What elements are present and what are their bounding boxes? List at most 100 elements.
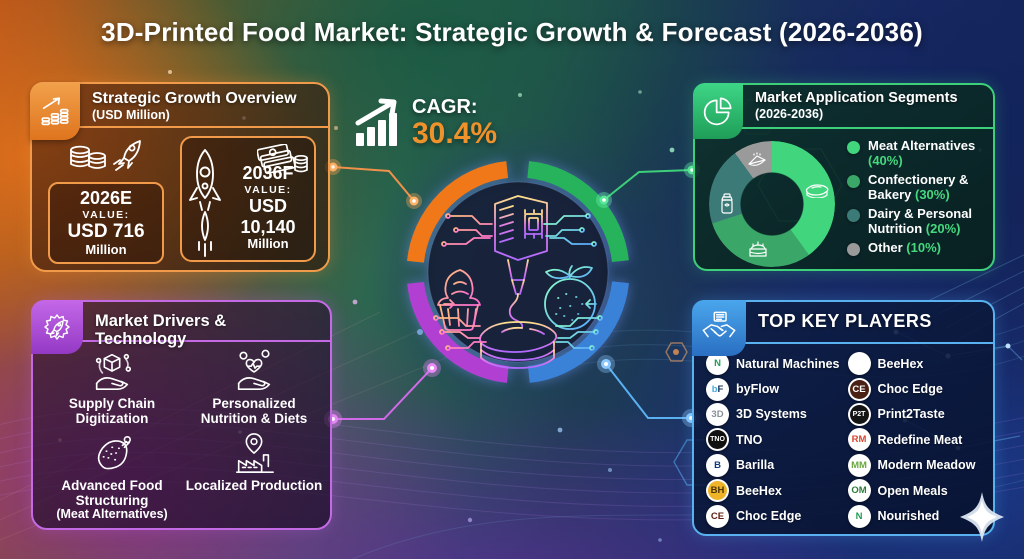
panel-header: Market Drivers & Technology (30, 299, 330, 354)
factory-pin-icon (231, 432, 277, 476)
company-logo-badge: MM (847, 453, 871, 477)
player-row: CE Choc Edge (847, 376, 990, 401)
player-row: BeeHex (847, 351, 990, 376)
player-row: P2T Print2Taste (847, 402, 990, 427)
company-name: Modern Meadow (877, 458, 976, 473)
driver-sublabel: (Meat Alternatives) (56, 507, 168, 522)
printhead-chip-icon (494, 195, 548, 329)
player-row: RM Redefine Meat (847, 427, 990, 452)
gear-rocket-icon (30, 299, 83, 354)
handshake-icon (691, 299, 746, 356)
legend-label: Other (868, 240, 903, 256)
driver-item: Supply Chain Digitization (41, 348, 183, 426)
strategic-growth-panel: Strategic Growth Overview (USD Million) … (29, 81, 330, 272)
coins-growth-icon (29, 81, 80, 140)
company-name: Nourished (877, 509, 940, 524)
company-name: BeeHex (736, 483, 782, 498)
driver-label: Localized Production (185, 478, 323, 494)
company-name: 3D Systems (736, 407, 807, 422)
panel-title: Market Application Segments (755, 90, 958, 106)
legend-item: Meat Alternatives (40%) (847, 138, 996, 168)
legend-pct: (10%) (906, 240, 941, 256)
legend-pct: (20%) (925, 220, 961, 236)
card-unit: Million (247, 236, 289, 252)
company-logo-badge: N (847, 504, 871, 528)
player-row: OM Open Meals (847, 478, 990, 503)
cagr-callout: CAGR: 30.4% (352, 97, 497, 149)
card-unit: Million (85, 241, 127, 257)
panel-body: Meat Alternatives (40%) Confectionery & … (695, 129, 993, 267)
bee-icon (849, 354, 869, 374)
banknotes-icon (257, 144, 309, 176)
company-name: Barilla (736, 458, 775, 473)
page-title: 3D-Printed Food Market: Strategic Growth… (101, 17, 923, 47)
pie-slice-icon (747, 152, 767, 168)
panel-header: Strategic Growth Overview (USD Million) (29, 81, 328, 140)
legend-pct: (30%) (915, 186, 950, 202)
orange-fruit-icon (544, 265, 596, 330)
card-value: USD 716 (67, 220, 145, 242)
circuit-traces-icon (433, 213, 493, 351)
company-name: Choc Edge (736, 509, 802, 524)
value-card-2026: 2026E VALUE: USD 716 Million (48, 182, 164, 265)
legend-label: Confectionery & Bakery (868, 172, 969, 202)
center-ring-graphic (406, 160, 630, 384)
company-logo-badge: OM (847, 479, 871, 503)
player-row: TNO TNO (706, 427, 848, 452)
chart-legend: Meat Alternatives (40%) Confectionery & … (847, 138, 996, 267)
legend-pct: (40%) (868, 152, 903, 168)
legend-item: Dairy & Personal Nutrition (20%) (847, 207, 996, 236)
legend-item: Other (10%) (847, 240, 996, 257)
steak-icon (479, 321, 558, 369)
company-name: Natural Machines (736, 356, 840, 371)
players-column-right: BeeHex CE Choc Edge P2T Print2Taste RM Redefin… (847, 351, 990, 529)
player-row: N Nourished (847, 503, 990, 528)
panel-subtitle: (USD Million) (92, 107, 170, 122)
company-logo-badge: N (706, 352, 729, 376)
panel-body: N Natural Machines b F byFlow 3D 3D Systems TNO… (694, 344, 993, 529)
cake-icon (747, 239, 769, 259)
shaker-bottle-icon (719, 193, 735, 215)
legend-label: Meat Alternatives (868, 138, 976, 153)
hand-box-icon (89, 348, 135, 394)
driver-label: Personalized Nutrition & Diets (200, 396, 308, 427)
market-segments-panel: Market Application Segments (2026-2036) (692, 82, 995, 271)
steak-icon (804, 182, 830, 199)
player-row: 3D 3D Systems (706, 402, 848, 427)
pie-chart-icon (692, 82, 743, 139)
company-logo-badge: RM (847, 428, 871, 452)
company-name: TNO (736, 432, 763, 447)
company-logo-badge: CE (706, 504, 729, 528)
legend-item: Confectionery & Bakery (30%) (847, 172, 996, 202)
company-name: BeeHex (877, 356, 924, 371)
donut-ring (709, 141, 835, 267)
company-logo-badge: P2T (847, 402, 871, 426)
driver-item: Localized Production (183, 432, 325, 522)
coins-rocket-icon (66, 136, 146, 178)
driver-label: Supply Chain Digitization (68, 396, 156, 427)
bar-chart-arrow-icon (352, 97, 404, 147)
circuit-traces-icon (543, 213, 603, 351)
legend-label: Dairy & Personal Nutrition (868, 206, 973, 236)
panel-title: Strategic Growth Overview (92, 90, 297, 107)
legend-dot (847, 175, 860, 189)
panel-header: Market Application Segments (2026-2036) (692, 82, 993, 139)
company-logo-badge: 3D (706, 402, 729, 426)
card-value-label: VALUE: (82, 208, 130, 221)
legend-dot (847, 243, 860, 257)
top-key-players-panel: TOP KEY PLAYERS N Natural Machines b F byFlo… (691, 299, 995, 536)
panel-body: Supply Chain Digitization Personalized N… (33, 342, 330, 522)
value-card-2036: 2036F VALUE: USD 10,140 Million (180, 136, 316, 262)
player-row: CE Choc Edge (706, 503, 848, 528)
donut-chart (709, 141, 835, 267)
panel-body: 2026E VALUE: USD 716 Million (32, 128, 328, 265)
player-row: MM Modern Meadow (847, 453, 990, 478)
company-logo-badge: TNO (706, 428, 729, 452)
hand-heart-icon (231, 348, 277, 394)
panel-title: Market Drivers & Technology (95, 312, 227, 349)
company-name: Print2Taste (877, 407, 945, 422)
rocket-icon (184, 146, 226, 264)
cagr-label: CAGR: (412, 96, 478, 118)
